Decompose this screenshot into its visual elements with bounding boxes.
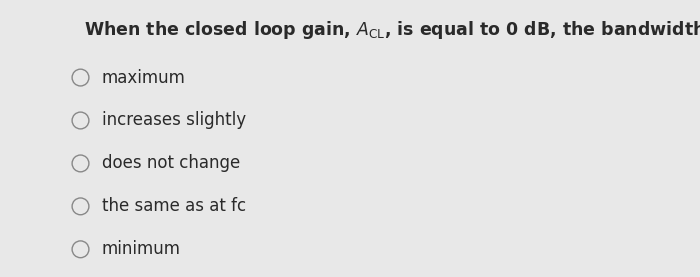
Text: maximum: maximum <box>102 69 186 86</box>
Text: does not change: does not change <box>102 155 239 172</box>
Text: increases slightly: increases slightly <box>102 112 246 129</box>
Text: minimum: minimum <box>102 240 181 258</box>
Text: the same as at fc: the same as at fc <box>102 198 246 215</box>
Text: When the closed loop gain, $A_{\mathrm{CL}}$, is equal to 0 dB, the bandwidth is: When the closed loop gain, $A_{\mathrm{C… <box>84 19 700 41</box>
